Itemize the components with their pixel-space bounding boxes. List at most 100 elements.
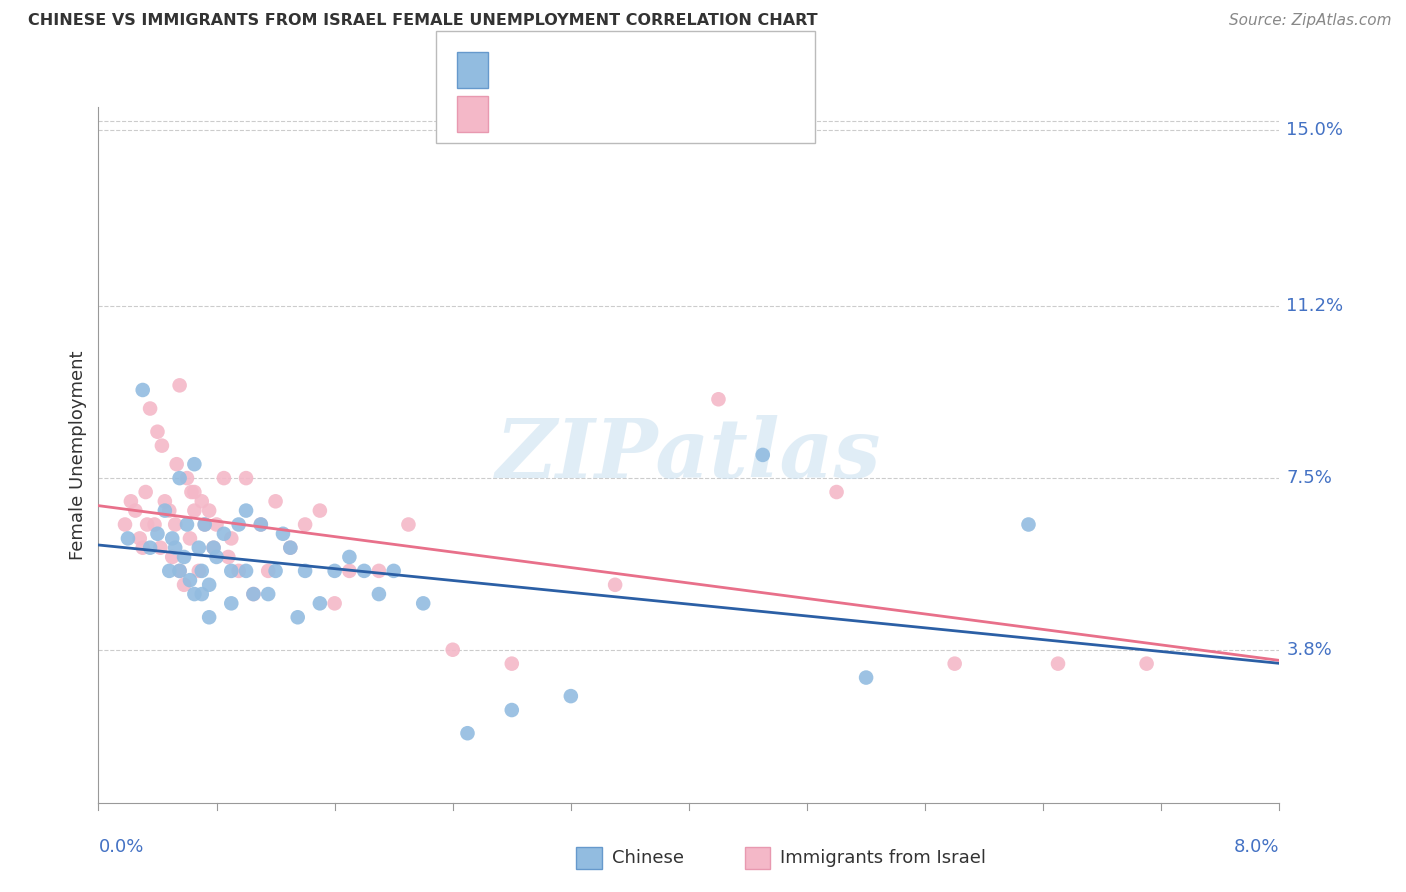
Point: [162, 549, 183, 564]
Point: [382, 564, 405, 578]
Point: [219, 564, 242, 578]
Point: [117, 532, 139, 546]
Text: ZIPatlas: ZIPatlas: [496, 415, 882, 495]
Point: [124, 503, 146, 517]
Point: [337, 549, 360, 564]
Point: [132, 383, 155, 397]
Point: [441, 642, 464, 657]
Point: [707, 392, 730, 407]
Text: Immigrants from Israel: Immigrants from Israel: [780, 849, 987, 867]
Point: [294, 564, 316, 578]
Point: [128, 532, 150, 546]
Point: [190, 587, 214, 601]
Point: [257, 587, 280, 601]
Point: [456, 726, 478, 740]
Point: [202, 541, 225, 555]
Point: [1017, 517, 1039, 532]
Point: [943, 657, 966, 671]
Text: R =: R =: [496, 58, 536, 76]
Point: [179, 532, 201, 546]
Point: [190, 494, 214, 508]
Point: [501, 657, 523, 671]
Point: [242, 587, 264, 601]
Point: [202, 541, 225, 555]
Point: [169, 564, 191, 578]
Point: [278, 541, 301, 555]
Point: [228, 517, 250, 532]
Point: [323, 564, 346, 578]
Point: [235, 564, 257, 578]
Point: [751, 448, 773, 462]
Point: [353, 564, 375, 578]
Point: [169, 378, 191, 392]
Point: [153, 494, 176, 508]
Point: [235, 471, 257, 485]
Point: [198, 503, 221, 517]
Point: [855, 671, 877, 685]
Point: [179, 573, 201, 587]
Point: [250, 517, 273, 532]
Point: [212, 526, 235, 541]
Point: [308, 503, 332, 517]
Text: 15.0%: 15.0%: [1286, 121, 1344, 139]
Point: [560, 689, 582, 703]
Point: [176, 517, 198, 532]
Point: [205, 517, 228, 532]
Point: [212, 471, 235, 485]
Point: [153, 503, 176, 517]
Point: [264, 564, 287, 578]
Point: [143, 517, 166, 532]
Point: [242, 587, 264, 601]
Point: [173, 578, 195, 592]
Point: [180, 485, 202, 500]
Point: [250, 517, 273, 532]
Point: [198, 578, 221, 592]
Point: [308, 596, 332, 610]
Point: [198, 610, 221, 624]
Point: [337, 564, 360, 578]
Point: [146, 425, 169, 439]
Point: [136, 517, 159, 532]
Point: [825, 485, 848, 500]
Point: [183, 587, 205, 601]
Point: [323, 596, 346, 610]
Point: [183, 503, 205, 517]
Point: [501, 703, 523, 717]
Point: [187, 564, 209, 578]
Text: 11.2%: 11.2%: [1286, 298, 1344, 316]
Point: [219, 596, 242, 610]
Point: [169, 471, 191, 485]
Point: [149, 541, 172, 555]
Point: [166, 457, 188, 471]
Point: [120, 494, 142, 508]
Text: Chinese: Chinese: [612, 849, 683, 867]
Point: [228, 564, 250, 578]
Text: 55: 55: [664, 103, 689, 120]
Point: [139, 541, 162, 555]
Text: 8.0%: 8.0%: [1234, 838, 1279, 856]
Text: N =: N =: [600, 103, 658, 120]
Text: N =: N =: [589, 58, 647, 76]
Point: [150, 439, 173, 453]
Point: [294, 517, 316, 532]
Text: Source: ZipAtlas.com: Source: ZipAtlas.com: [1229, 13, 1392, 29]
Point: [146, 526, 169, 541]
Point: [139, 401, 162, 416]
Point: [367, 564, 389, 578]
Point: [157, 564, 180, 578]
Point: [396, 517, 419, 532]
Point: [176, 471, 198, 485]
Text: 0.0%: 0.0%: [98, 838, 143, 856]
Point: [194, 517, 217, 532]
Point: [367, 587, 389, 601]
Text: CHINESE VS IMMIGRANTS FROM ISRAEL FEMALE UNEMPLOYMENT CORRELATION CHART: CHINESE VS IMMIGRANTS FROM ISRAEL FEMALE…: [28, 13, 818, 29]
Point: [173, 549, 195, 564]
Point: [1135, 657, 1157, 671]
Text: 0.049: 0.049: [536, 58, 586, 76]
Point: [187, 541, 209, 555]
Point: [271, 526, 294, 541]
Point: [162, 532, 183, 546]
Point: [135, 485, 157, 500]
Point: [169, 564, 191, 578]
Text: 7.5%: 7.5%: [1286, 469, 1333, 487]
